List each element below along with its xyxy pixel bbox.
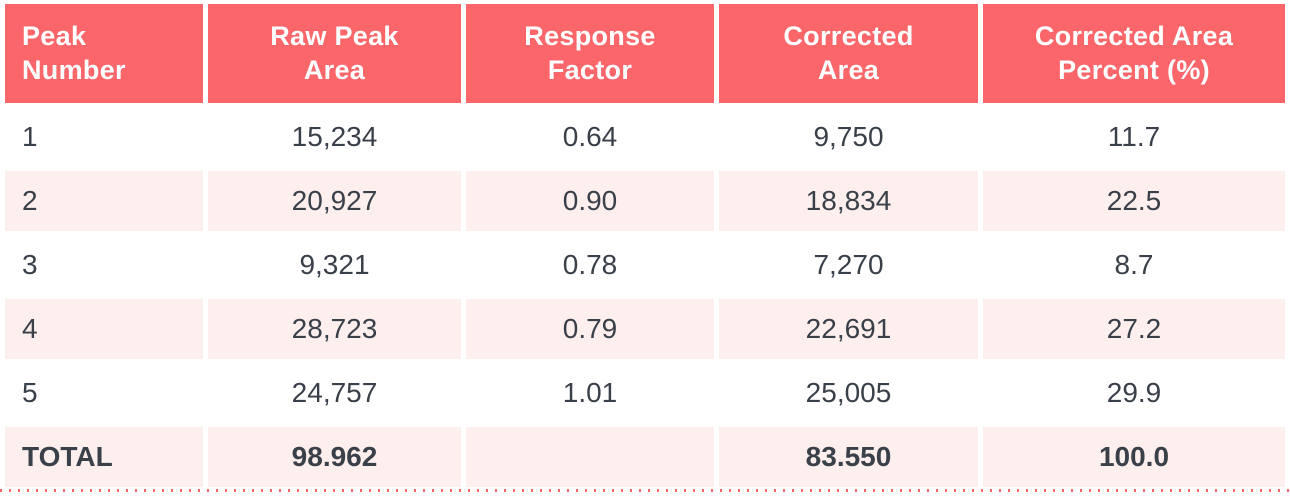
table-cell: 15,234 (208, 107, 461, 167)
table-cell: 9,750 (719, 107, 978, 167)
table-body: 1 15,234 0.64 9,750 11.7 2 20,927 0.90 18,834 22.… (5, 107, 1285, 487)
table-cell: 11.7 (983, 107, 1285, 167)
table-cell: 0.90 (466, 171, 714, 231)
table-cell: 0.79 (466, 299, 714, 359)
table-row: 4 28,723 0.79 22,691 27.2 (5, 299, 1285, 359)
table-cell: 20,927 (208, 171, 461, 231)
dotted-bottom-border (0, 489, 1290, 492)
table-cell: 98.962 (208, 427, 461, 487)
table-cell: 3 (5, 235, 203, 295)
column-header-2: Response Factor (466, 4, 714, 103)
column-header-4: Corrected Area Percent (%) (983, 4, 1285, 103)
table-cell: 27.2 (983, 299, 1285, 359)
table-cell: 22,691 (719, 299, 978, 359)
table-cell: 8.7 (983, 235, 1285, 295)
table-cell: 25,005 (719, 363, 978, 423)
table-row: 1 15,234 0.64 9,750 11.7 (5, 107, 1285, 167)
column-header-3: Corrected Area (719, 4, 978, 103)
column-header-0: Peak Number (5, 4, 203, 103)
table-header: Peak Number Raw Peak Area Response Factor C… (5, 4, 1285, 103)
table-row: 2 20,927 0.90 18,834 22.5 (5, 171, 1285, 231)
table-cell: 28,723 (208, 299, 461, 359)
table-cell: 9,321 (208, 235, 461, 295)
total-row: TOTAL 98.962 83.550 100.0 (5, 427, 1285, 487)
table-cell: 100.0 (983, 427, 1285, 487)
header-row: Peak Number Raw Peak Area Response Factor C… (5, 4, 1285, 103)
table-cell: 5 (5, 363, 203, 423)
table-cell: 2 (5, 171, 203, 231)
table-row: 5 24,757 1.01 25,005 29.9 (5, 363, 1285, 423)
table-cell: 29.9 (983, 363, 1285, 423)
table-cell: 83.550 (719, 427, 978, 487)
table-cell: 7,270 (719, 235, 978, 295)
table-cell: 0.78 (466, 235, 714, 295)
column-header-1: Raw Peak Area (208, 4, 461, 103)
table-cell (466, 427, 714, 487)
table-cell: 1.01 (466, 363, 714, 423)
table-cell: 18,834 (719, 171, 978, 231)
table-cell: 4 (5, 299, 203, 359)
table-cell: 22.5 (983, 171, 1285, 231)
table-cell: 0.64 (466, 107, 714, 167)
table-cell: 1 (5, 107, 203, 167)
table-cell: 24,757 (208, 363, 461, 423)
table-cell: TOTAL (5, 427, 203, 487)
table-row: 3 9,321 0.78 7,270 8.7 (5, 235, 1285, 295)
